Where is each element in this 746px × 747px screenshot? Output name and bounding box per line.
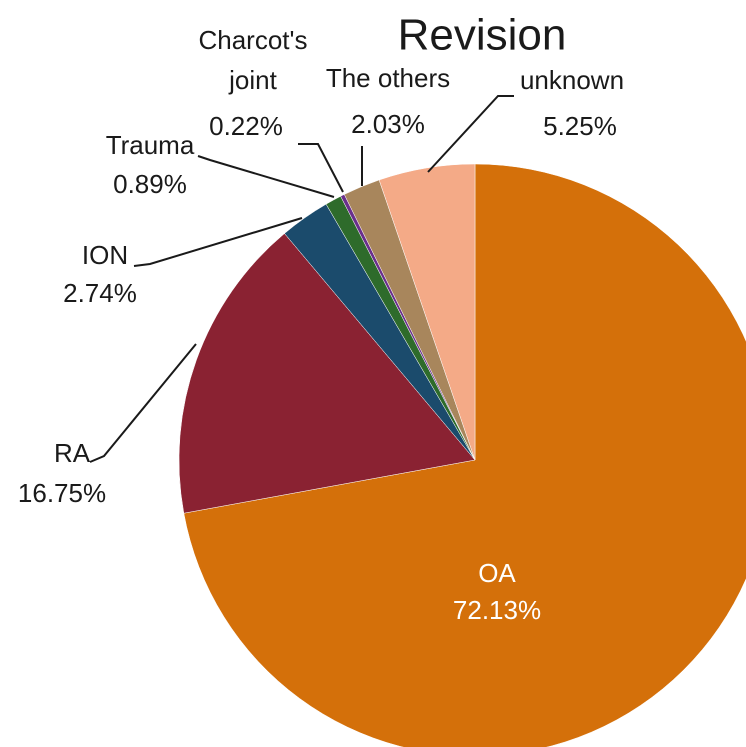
slices xyxy=(178,163,746,747)
slice-value: 72.13% xyxy=(453,595,541,625)
slice-label: Charcot's joint xyxy=(198,25,307,95)
leader-line xyxy=(298,143,344,193)
pie-slice xyxy=(183,163,746,747)
pie-slice xyxy=(178,233,476,514)
slice-label: OA xyxy=(478,558,516,588)
slice-value: 16.75% xyxy=(18,478,106,508)
pie-slice xyxy=(378,163,476,461)
leader-line xyxy=(427,95,514,173)
slice-label: RA xyxy=(54,438,91,468)
slice-value: 0.22% xyxy=(209,111,283,141)
slice-label: unknown xyxy=(520,65,624,95)
slice-label: ION xyxy=(82,240,128,270)
slice-label: The others xyxy=(326,63,450,93)
leader-line xyxy=(197,155,335,198)
slice-value: 5.25% xyxy=(543,111,617,141)
slice-value: 0.89% xyxy=(113,169,187,199)
slice-label: Trauma xyxy=(106,130,195,160)
chart-title: Revision xyxy=(398,11,567,60)
leader-line xyxy=(89,343,197,463)
leader-line xyxy=(133,217,303,267)
slice-value: 2.03% xyxy=(351,109,425,139)
slice-value: 2.74% xyxy=(63,278,137,308)
